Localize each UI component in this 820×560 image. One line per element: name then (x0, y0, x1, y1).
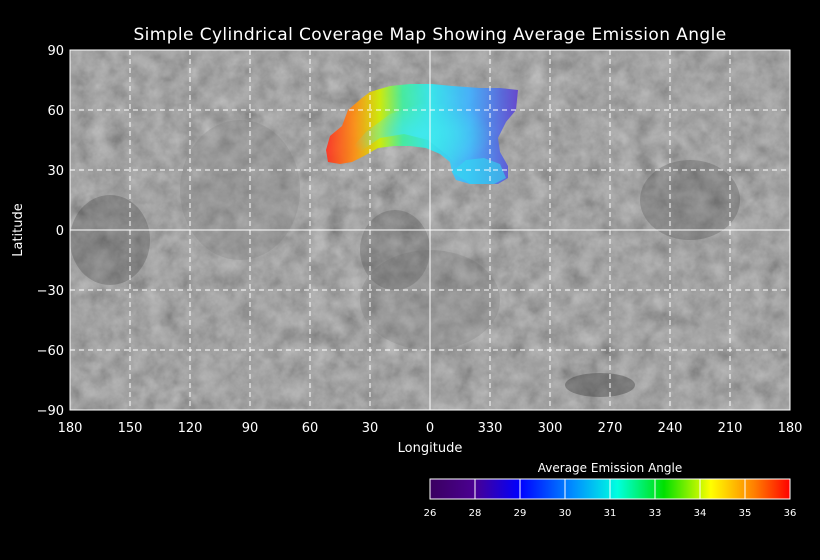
colorbar-title: Average Emission Angle (538, 461, 682, 475)
x-tick-label: 180 (58, 421, 83, 436)
x-tick-label: 240 (658, 421, 683, 436)
map-frame (69, 49, 791, 411)
x-axis-label: Longitude (398, 441, 463, 456)
y-tick-label: −30 (37, 284, 64, 299)
colorbar-tick-label: 31 (604, 508, 617, 519)
x-tick-label: 0 (426, 421, 434, 436)
colorbar-tick-label: 26 (424, 508, 437, 519)
colorbar-tick-label: 33 (649, 508, 662, 519)
colorbar-tick-label: 34 (694, 508, 707, 519)
y-axis-label: Latitude (11, 203, 26, 257)
x-tick-label: 150 (118, 421, 143, 436)
colorbar-tick-label: 30 (559, 508, 572, 519)
y-tick-label: 30 (47, 164, 64, 179)
map-title: Simple Cylindrical Coverage Map Showing … (133, 25, 726, 45)
x-tick-label: 210 (718, 421, 743, 436)
colorbar: Average Emission Angle 26 28 29 30 31 33 34 35 3… (424, 461, 797, 519)
y-tick-label: 60 (47, 104, 64, 119)
y-tick-label: −60 (37, 344, 64, 359)
colorbar-tick-label: 36 (784, 508, 797, 519)
grid-lines (70, 50, 790, 410)
coverage-area (326, 84, 518, 184)
colorbar-tick-label: 28 (469, 508, 482, 519)
y-tick-label: 90 (47, 44, 64, 59)
y-axis-ticks: 90 60 30 0 −30 −60 −90 (37, 44, 64, 419)
x-axis-ticks: 180 150 120 90 60 30 0 330 300 270 240 210 180 (58, 421, 803, 436)
x-tick-label: 60 (302, 421, 319, 436)
x-tick-label: 270 (598, 421, 623, 436)
colorbar-ticks: 26 28 29 30 31 33 34 35 36 (424, 479, 797, 519)
colorbar-tick-label: 35 (739, 508, 752, 519)
y-tick-label: 0 (56, 224, 64, 239)
colorbar-tick-label: 29 (514, 508, 527, 519)
x-tick-label: 120 (178, 421, 203, 436)
y-tick-label: −90 (37, 404, 64, 419)
x-tick-label: 330 (478, 421, 503, 436)
x-tick-label: 180 (778, 421, 803, 436)
x-tick-label: 90 (242, 421, 259, 436)
x-tick-label: 300 (538, 421, 563, 436)
x-tick-label: 30 (362, 421, 379, 436)
